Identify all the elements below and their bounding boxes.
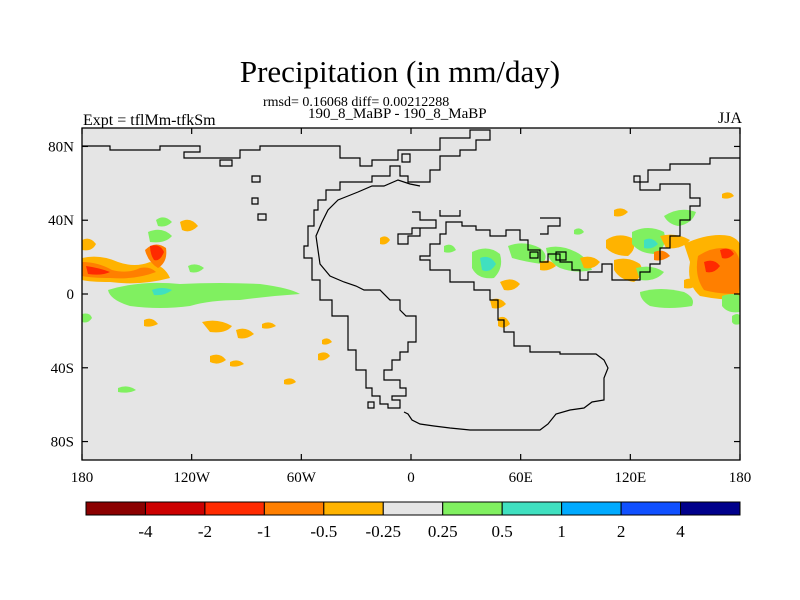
precip-blob: [322, 338, 332, 345]
precip-blob: [500, 279, 520, 291]
colorbar-label: 4: [676, 522, 685, 541]
precip-blob: [606, 235, 635, 256]
precip-blob: [696, 248, 740, 294]
precip-blob: [722, 192, 734, 199]
y-tick-label: 40S: [51, 361, 74, 377]
x-tick-label: 180: [729, 470, 752, 486]
axis-ticks: 180 120W 60W 0 60E 120E 180 80N 40N 0 40S 80S: [48, 128, 751, 486]
colorbar-swatch: [680, 501, 741, 516]
precip-blob: [444, 244, 456, 253]
precip-blob: [262, 322, 276, 329]
colorbar-label: 1: [557, 522, 566, 541]
colorbar-swatch: [144, 501, 206, 516]
x-tick-label: 0: [407, 470, 415, 486]
precip-blob: [82, 238, 96, 251]
precip-blob: [82, 313, 92, 323]
precip-blob: [540, 260, 556, 271]
colorbar-swatch: [382, 501, 444, 516]
x-tick-label: 60W: [287, 470, 317, 486]
colorbar-label: -0.25: [366, 522, 401, 541]
colorbar-label: -2: [198, 522, 212, 541]
x-tick-label: 120E: [614, 470, 646, 486]
precip-blob: [614, 258, 642, 282]
precip-blob: [380, 236, 390, 245]
colorbar-swatch: [85, 501, 146, 516]
precip-blob: [318, 352, 330, 361]
precip-blob: [720, 248, 734, 259]
precip-blob: [614, 208, 628, 217]
precip-blob: [684, 278, 698, 289]
colorbar: -4 -2 -1 -0.5 -0.25 0.25 0.5 1 2 4: [85, 501, 741, 541]
colorbar-swatch: [501, 501, 563, 516]
colorbar-swatch: [263, 501, 325, 516]
precip-blob: [732, 314, 740, 325]
experiment-label: Expt = tflMm-tfkSm: [83, 112, 216, 129]
colorbar-swatch: [561, 501, 622, 516]
precip-blob: [118, 386, 136, 393]
colorbar-swatch: [204, 501, 265, 516]
precip-blob: [636, 266, 664, 281]
precip-blob: [210, 354, 226, 364]
colorbar-label: 0.5: [492, 522, 513, 541]
precip-blob: [180, 219, 198, 232]
precip-blob: [86, 266, 110, 275]
precip-blob: [202, 320, 232, 333]
precip-blob: [644, 238, 658, 249]
colorbar-label: -0.5: [310, 522, 337, 541]
season-label: JJA: [717, 110, 742, 127]
precip-blob: [284, 378, 296, 385]
x-tick-label: 180: [71, 470, 94, 486]
precip-blob: [640, 289, 693, 308]
precip-blob: [188, 264, 204, 273]
precip-blob: [152, 288, 172, 296]
precip-blob: [580, 256, 600, 269]
precip-blob: [480, 256, 496, 272]
colorbar-label: -4: [138, 522, 153, 541]
colorbar-label: -1: [257, 522, 271, 541]
colorbar-swatch: [620, 501, 682, 516]
precip-blob: [664, 209, 696, 226]
precip-blob: [236, 328, 254, 339]
y-tick-label: 80S: [51, 435, 74, 451]
precip-blob: [574, 228, 584, 235]
precip-blob: [654, 250, 670, 261]
y-tick-label: 40N: [48, 213, 74, 229]
x-tick-label: 120W: [173, 470, 211, 486]
plot-title: Precipitation (in mm/day): [239, 54, 561, 89]
precip-blob: [150, 245, 164, 261]
precip-blob: [546, 246, 592, 272]
precip-blob: [704, 260, 720, 273]
precip-blob: [508, 243, 546, 264]
precip-anomaly-fields: [82, 192, 740, 393]
precip-blob: [148, 229, 172, 243]
experiment-subtitle: 190_8_MaBP - 190_8_MaBP: [308, 106, 487, 122]
colorbar-label: 0.25: [428, 522, 458, 541]
colorbar-label: 2: [617, 522, 626, 541]
stats-line: rmsd= 0.16068 diff= 0.00212288: [263, 95, 450, 110]
precip-blob: [660, 234, 690, 249]
precip-blob: [156, 217, 172, 227]
colorbar-swatch: [323, 501, 384, 516]
y-tick-label: 80N: [48, 139, 74, 155]
coastlines: [82, 129, 740, 431]
x-tick-label: 60E: [509, 470, 533, 486]
precip-blob: [722, 294, 740, 313]
precip-blob: [144, 318, 158, 327]
y-tick-label: 0: [67, 287, 75, 303]
colorbar-swatch: [442, 501, 503, 516]
precip-blob: [230, 360, 244, 367]
